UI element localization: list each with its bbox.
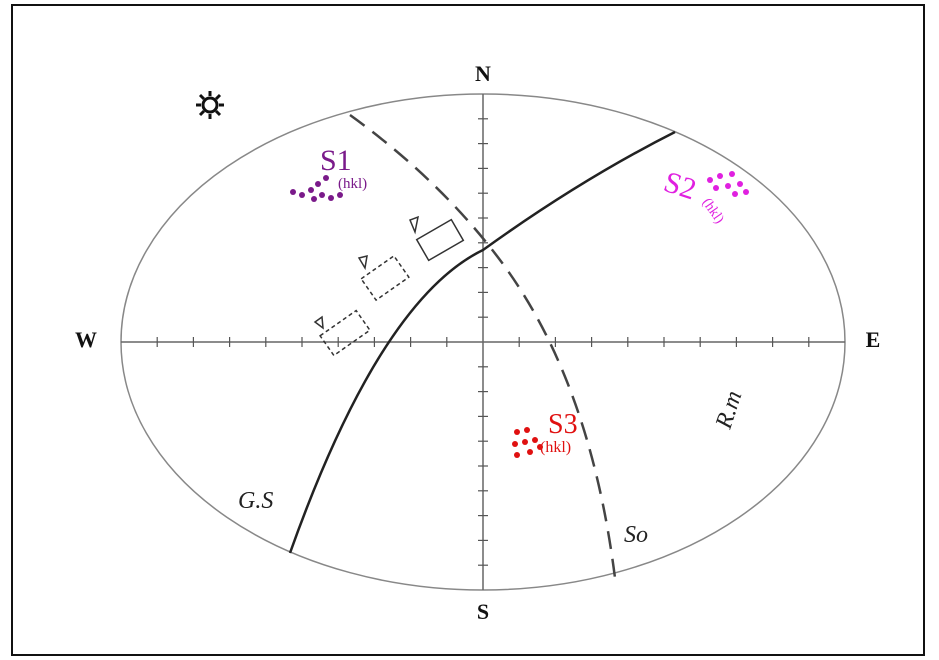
ticks bbox=[156, 118, 810, 566]
rm-label: R.m bbox=[711, 388, 748, 433]
s3-label: S3 bbox=[548, 409, 578, 440]
east-label: E bbox=[866, 327, 881, 352]
south-label: S bbox=[477, 599, 489, 624]
frame bbox=[11, 4, 925, 656]
gs-label: G.S bbox=[238, 488, 273, 514]
west-label: W bbox=[75, 327, 97, 352]
north-label: N bbox=[475, 61, 491, 86]
s2-dots bbox=[707, 171, 749, 197]
s1-dots bbox=[290, 175, 343, 202]
s1-label: S1 bbox=[320, 144, 352, 177]
s3-sub: (hkl) bbox=[540, 439, 571, 456]
sun-icon bbox=[196, 91, 224, 119]
s2-label: S2 bbox=[660, 165, 700, 206]
s2-sub: (hkl) bbox=[699, 196, 727, 227]
kinematic-boxes bbox=[313, 215, 465, 357]
great-circle-so bbox=[349, 113, 617, 579]
s3-dots bbox=[512, 427, 543, 458]
so-label: So bbox=[624, 522, 648, 548]
great-circle-gs bbox=[288, 130, 676, 554]
s1-sub: (hkl) bbox=[338, 176, 367, 192]
